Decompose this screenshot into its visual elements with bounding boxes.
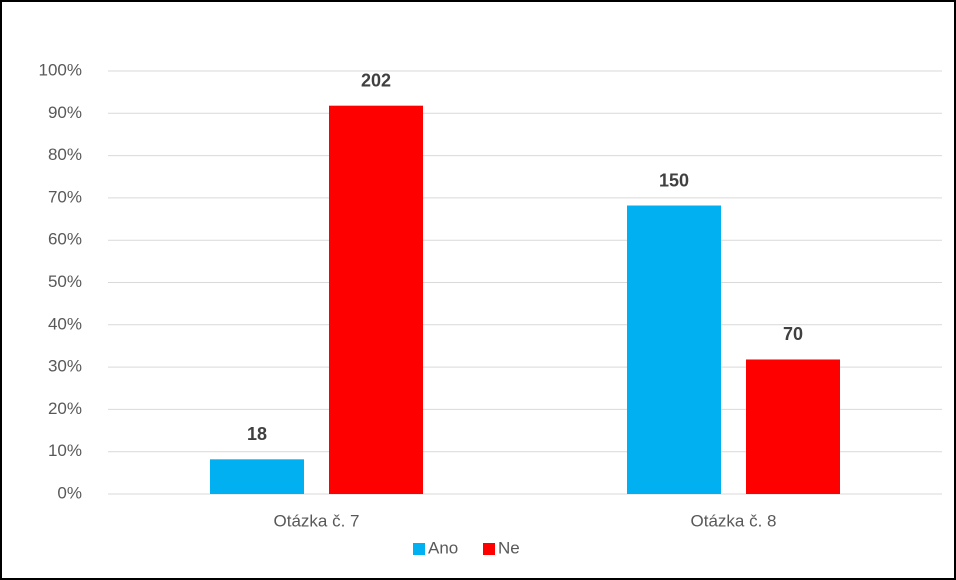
data-label: 202 — [361, 70, 391, 90]
y-tick-label: 30% — [48, 357, 82, 376]
bar — [746, 359, 840, 494]
y-tick-label: 10% — [48, 441, 82, 460]
y-tick-label: 20% — [48, 399, 82, 418]
x-tick-label: Otázka č. 7 — [274, 511, 360, 530]
y-tick-label: 0% — [57, 483, 82, 502]
bar — [329, 105, 423, 494]
legend-label: Ano — [428, 538, 458, 557]
y-tick-label: 70% — [48, 187, 82, 206]
legend-swatch — [413, 543, 425, 555]
y-tick-label: 40% — [48, 314, 82, 333]
y-tick-label: 80% — [48, 145, 82, 164]
y-tick-label: 90% — [48, 103, 82, 122]
data-label: 150 — [659, 170, 689, 190]
x-tick-label: Otázka č. 8 — [691, 511, 777, 530]
bar — [627, 205, 721, 495]
y-tick-label: 100% — [39, 60, 82, 79]
bar — [210, 459, 304, 494]
legend-label: Ne — [498, 538, 520, 557]
y-tick-label: 50% — [48, 272, 82, 291]
legend-swatch — [483, 543, 495, 555]
y-tick-label: 60% — [48, 230, 82, 249]
data-label: 70 — [783, 324, 803, 344]
data-label: 18 — [247, 424, 267, 444]
